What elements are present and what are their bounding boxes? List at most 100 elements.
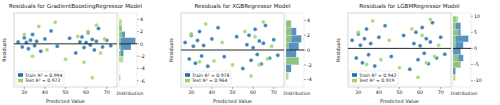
point bbox=[379, 58, 383, 62]
plot-frame bbox=[14, 13, 117, 87]
y-tick bbox=[137, 68, 139, 69]
hist-bar bbox=[453, 29, 461, 35]
point bbox=[189, 32, 193, 36]
hist-bar bbox=[119, 81, 120, 87]
legend-label: Train R² = 0.994 bbox=[24, 73, 63, 78]
point bbox=[26, 47, 30, 51]
hist-bar bbox=[119, 69, 120, 75]
hist-bar bbox=[286, 20, 291, 27]
point bbox=[257, 63, 261, 67]
point bbox=[402, 34, 406, 38]
title: Residuals for GradientBoostingRegressor … bbox=[9, 3, 142, 10]
y-tick-label: -2 bbox=[140, 54, 145, 59]
y-axis-label: Residuals bbox=[335, 38, 341, 62]
hist-bar bbox=[453, 48, 461, 54]
hist-bar bbox=[286, 13, 287, 20]
y-tick-label: 4 bbox=[307, 18, 310, 23]
point bbox=[220, 41, 224, 45]
legend-label: Test R² = 0.972 bbox=[24, 78, 61, 83]
point bbox=[424, 37, 428, 41]
reference-line bbox=[348, 48, 451, 49]
point bbox=[272, 38, 276, 42]
legend-box bbox=[16, 71, 64, 85]
point bbox=[204, 22, 208, 26]
title: Residuals for XGBRegressor Model bbox=[194, 3, 291, 10]
hist-bar bbox=[286, 65, 291, 72]
point bbox=[433, 54, 437, 58]
point bbox=[200, 54, 204, 58]
reference-line bbox=[14, 43, 117, 44]
legend-swatch bbox=[352, 79, 357, 83]
legend: Train R² = 0.942Test R² = 0.919 bbox=[350, 71, 398, 85]
point bbox=[31, 54, 35, 58]
panel: Residuals for GradientBoostingRegressor … bbox=[1, 3, 145, 104]
hist-bar bbox=[286, 80, 287, 87]
point bbox=[255, 52, 259, 56]
hist-bar bbox=[119, 32, 122, 38]
x-tick bbox=[44, 87, 45, 89]
hist-bar bbox=[453, 48, 454, 54]
x-tick bbox=[232, 87, 233, 89]
hist-bar bbox=[119, 38, 121, 44]
point bbox=[76, 34, 80, 38]
point bbox=[350, 38, 354, 42]
point bbox=[251, 46, 255, 50]
x-tick-label: 40 bbox=[376, 90, 382, 95]
y-tick bbox=[304, 35, 306, 36]
point bbox=[245, 43, 249, 47]
point bbox=[94, 39, 98, 43]
point bbox=[377, 35, 381, 39]
hist-bar bbox=[119, 81, 120, 87]
point bbox=[20, 45, 24, 49]
x-tick-label: 50 bbox=[62, 90, 68, 95]
y-tick bbox=[471, 48, 473, 49]
y-tick-label: -6 bbox=[140, 79, 145, 84]
y-tick bbox=[471, 80, 473, 81]
hist-frame bbox=[119, 13, 137, 87]
point bbox=[416, 75, 420, 79]
hist-bar bbox=[119, 25, 122, 31]
y-tick-label: -10 bbox=[474, 78, 482, 83]
point bbox=[257, 39, 261, 43]
point bbox=[74, 51, 78, 55]
x-tick-label: 50 bbox=[229, 90, 235, 95]
y-tick-label: 4 bbox=[140, 17, 143, 22]
hist-bar bbox=[119, 69, 120, 75]
distribution bbox=[119, 19, 136, 81]
point bbox=[249, 58, 253, 62]
hist-bar bbox=[119, 50, 121, 56]
hist-bar bbox=[119, 62, 120, 68]
panel: Residuals for LGBMRegressor ModelResidua… bbox=[335, 3, 482, 104]
point bbox=[198, 60, 202, 64]
x-tick-label: 70 bbox=[438, 90, 444, 95]
legend-label: Train R² = 0.978 bbox=[191, 73, 230, 78]
y-tick-label: 5 bbox=[474, 30, 477, 35]
hist-bar bbox=[453, 23, 461, 29]
point bbox=[68, 36, 72, 40]
point bbox=[249, 74, 253, 78]
x-tick bbox=[106, 87, 107, 89]
y-tick bbox=[137, 80, 139, 81]
hist-bar bbox=[286, 28, 296, 35]
hist-bar bbox=[119, 50, 124, 56]
legend-box bbox=[350, 71, 398, 85]
y-tick bbox=[304, 64, 306, 65]
point bbox=[90, 76, 94, 80]
hist-bar bbox=[453, 42, 456, 48]
point bbox=[362, 37, 366, 41]
hist-bar bbox=[286, 72, 289, 79]
x-tick bbox=[86, 87, 87, 89]
point bbox=[202, 44, 206, 48]
hist-bar bbox=[286, 43, 299, 50]
hist-bar bbox=[453, 55, 458, 61]
point bbox=[253, 35, 257, 39]
point bbox=[216, 26, 220, 30]
x-tick-label: 50 bbox=[396, 90, 402, 95]
hist-bar bbox=[286, 80, 287, 87]
hist-bar bbox=[453, 68, 454, 74]
point bbox=[99, 51, 103, 55]
point bbox=[408, 67, 412, 71]
point bbox=[373, 64, 377, 68]
hist-bar bbox=[453, 23, 456, 29]
x-axis-label: Predicted Value bbox=[213, 98, 252, 104]
